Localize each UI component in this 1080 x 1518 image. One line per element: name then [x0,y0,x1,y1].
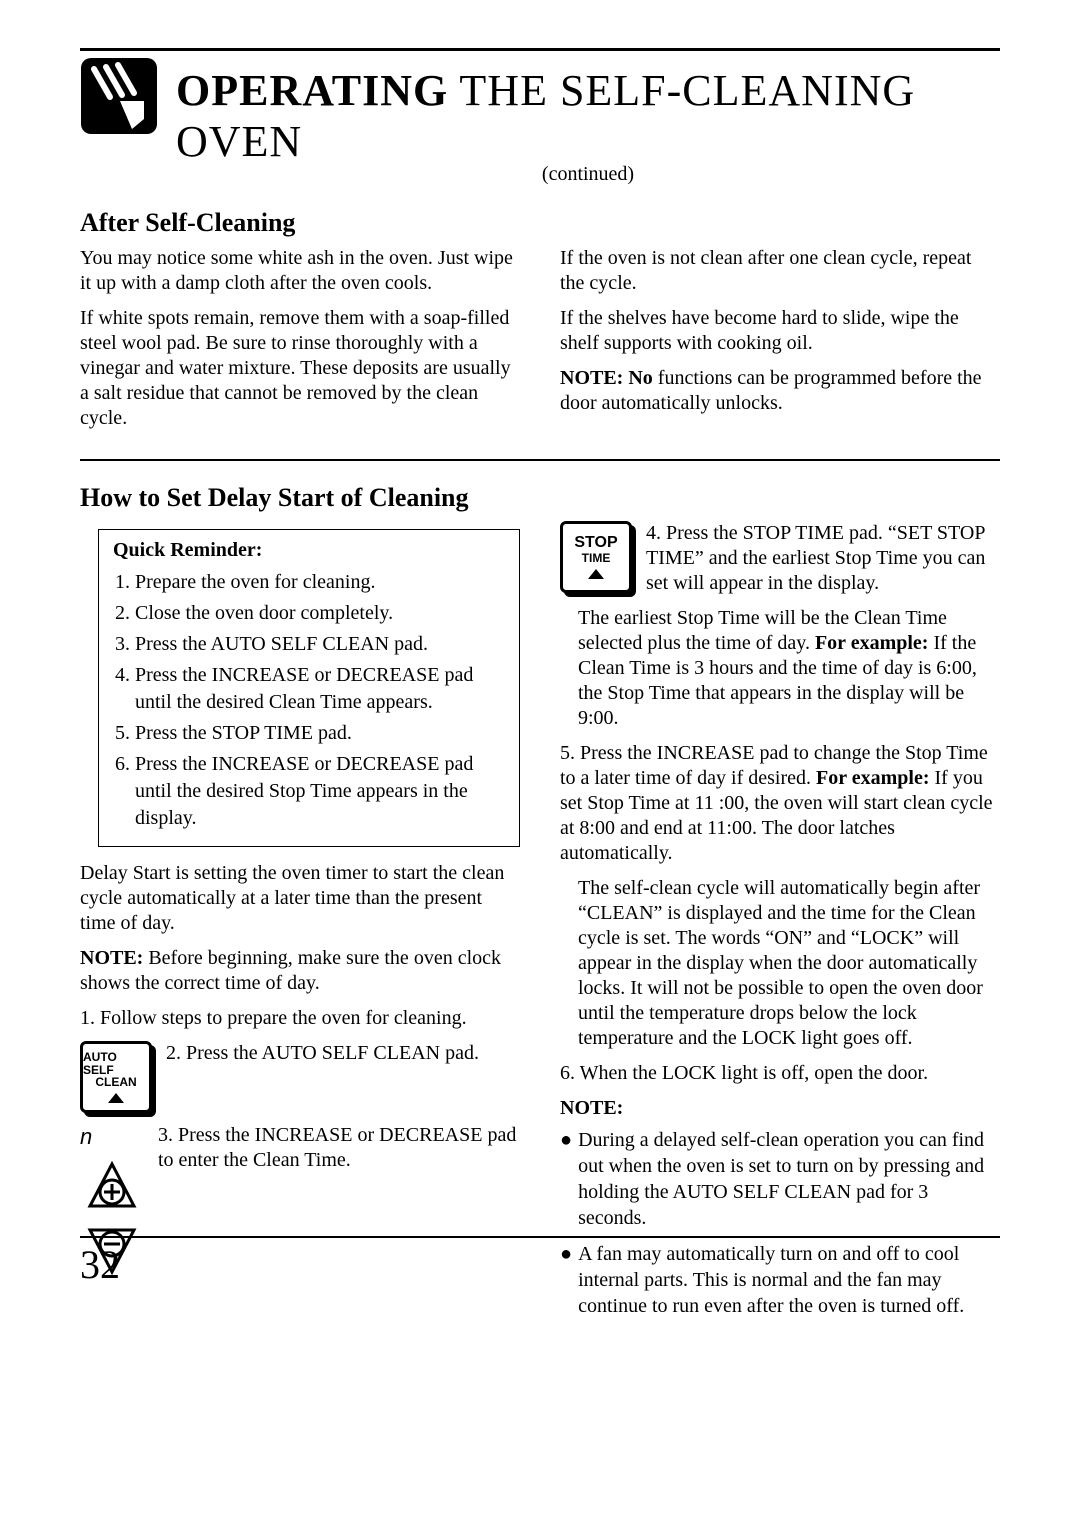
up-triangle-icon [108,1093,124,1103]
delay-step2: 2. Press the AUTO SELF CLEAN pad. [166,1041,479,1066]
bullet-text: During a delayed self-clean operation yo… [578,1127,1000,1231]
top-rule [80,48,1000,51]
after-right-note: NOTE: No functions can be programmed bef… [560,366,1000,416]
delay-step3: 3. Press the INCREASE or DECREASE pad to… [158,1123,520,1173]
page-title: OPERATING THE SELF-CLEANING OVEN [176,65,1000,167]
after-right-p1: If the oven is not clean after one clean… [560,246,1000,296]
n-mark: n [80,1123,92,1151]
heading-delay: How to Set Delay Start of Cleaning [80,483,1000,513]
step2-row: AUTO SELF CLEAN 2. Press the AUTO SELF C… [80,1041,520,1113]
title-bold: OPERATING [176,66,448,115]
bullet-dot-icon: ● [560,1127,572,1231]
reminder-item: Press the INCREASE or DECREASE pad until… [135,751,505,832]
quick-reminder-box: Quick Reminder: Prepare the oven for cle… [98,529,520,847]
notes-bullets: ● During a delayed self-clean operation … [560,1127,1000,1319]
after-col-right: If the oven is not clean after one clean… [560,246,1000,441]
step3-row: n 3. Press the INCREASE or DECREASE pad … [80,1123,520,1279]
delay-right-p1: The earliest Stop Time will be the Clean… [578,606,1000,731]
oven-clean-icon [80,57,158,135]
delay-step4: 4. Press the STOP TIME pad. “SET STOP TI… [646,521,1000,596]
pad-label-line2: CLEAN [95,1076,136,1089]
heading-after: After Self-Cleaning [80,208,1000,238]
delay-note-label: NOTE: [80,947,143,969]
auto-self-clean-pad-icon: AUTO SELF CLEAN [80,1041,152,1113]
stop-time-pad-icon: STOP TIME [560,521,632,593]
bullet-item: ● During a delayed self-clean operation … [560,1127,1000,1231]
p1-bold: For example: [815,632,929,654]
page-number: 32 [80,1241,120,1288]
after-columns: You may notice some white ash in the ove… [80,246,1000,441]
after-left-p1: You may notice some white ash in the ove… [80,246,520,296]
delay-note-rest: Before beginning, make sure the oven clo… [80,947,501,994]
delay-col-left: Quick Reminder: Prepare the oven for cle… [80,521,520,1329]
title-block: OPERATING THE SELF-CLEANING OVEN (contin… [176,57,1000,186]
section-after-self-cleaning: After Self-Cleaning You may notice some … [80,208,1000,441]
step5-bold: For example: [816,767,930,789]
pad-label-line1: AUTO SELF [83,1051,149,1076]
delay-col-right: STOP TIME 4. Press the STOP TIME pad. “S… [560,521,1000,1329]
pad-label-line2: TIME [582,552,611,565]
bullet-item: ● A fan may automatically turn on and of… [560,1241,1000,1319]
reminder-item: Press the AUTO SELF CLEAN pad. [135,631,505,658]
bottom-rule [80,1236,1000,1238]
section-delay-start: How to Set Delay Start of Cleaning Quick… [80,483,1000,1329]
step4-row: STOP TIME 4. Press the STOP TIME pad. “S… [560,521,1000,596]
reminder-title: Quick Reminder: [113,538,505,563]
notes-heading: NOTE: [560,1096,1000,1121]
delay-right-p2: The self-clean cycle will automatically … [578,876,1000,1051]
page: OPERATING THE SELF-CLEANING OVEN (contin… [0,0,1080,1518]
bullet-text: A fan may automatically turn on and off … [578,1241,1000,1319]
reminder-item: Press the INCREASE or DECREASE pad until… [135,662,505,716]
after-left-p2: If white spots remain, remove them with … [80,306,520,431]
bullet-dot-icon: ● [560,1241,572,1319]
delay-columns: Quick Reminder: Prepare the oven for cle… [80,521,1000,1329]
up-triangle-icon [588,569,604,579]
divider-rule [80,459,1000,461]
header: OPERATING THE SELF-CLEANING OVEN (contin… [80,57,1000,186]
delay-step5: 5. Press the INCREASE pad to change the … [560,741,1000,866]
pad-label-line1: STOP [574,535,617,552]
reminder-item: Prepare the oven for cleaning. [135,569,505,596]
delay-left-note: NOTE: Before beginning, make sure the ov… [80,946,520,996]
delay-left-p1: Delay Start is setting the oven timer to… [80,861,520,936]
after-note-label: NOTE: No [560,367,653,389]
delay-step6: 6. When the LOCK light is off, open the … [560,1061,1000,1086]
after-right-p2: If the shelves have become hard to slide… [560,306,1000,356]
reminder-item: Press the STOP TIME pad. [135,720,505,747]
after-col-left: You may notice some white ash in the ove… [80,246,520,441]
increase-pad-icon [80,1157,144,1215]
delay-step1: 1. Follow steps to prepare the oven for … [80,1006,520,1031]
reminder-list: Prepare the oven for cleaning. Close the… [113,569,505,832]
reminder-item: Close the oven door completely. [135,600,505,627]
